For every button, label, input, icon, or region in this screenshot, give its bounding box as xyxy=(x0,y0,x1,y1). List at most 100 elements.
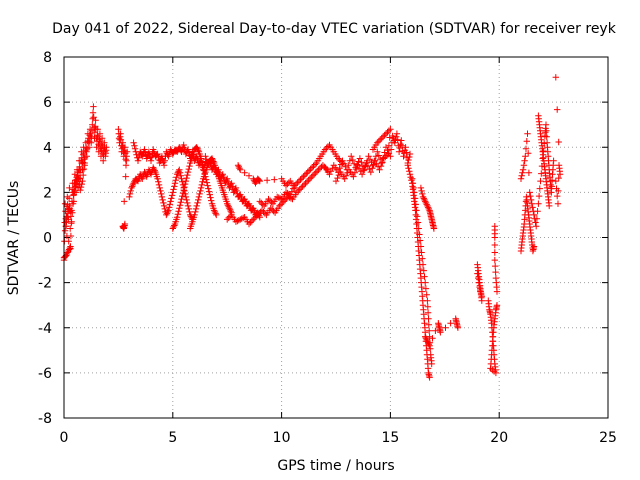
data-point xyxy=(154,150,161,158)
data-point xyxy=(310,162,317,170)
data-point xyxy=(255,210,263,217)
data-point xyxy=(210,163,217,170)
data-point xyxy=(422,335,430,342)
data-point xyxy=(184,199,191,207)
data-point xyxy=(408,177,415,184)
data-point xyxy=(422,285,430,292)
data-point xyxy=(286,194,293,201)
data-point xyxy=(224,200,231,207)
data-point xyxy=(181,183,188,191)
data-point xyxy=(65,206,72,213)
data-point xyxy=(225,203,232,210)
data-point xyxy=(308,164,316,171)
data-point xyxy=(477,286,484,294)
data-point xyxy=(366,156,374,163)
data-point xyxy=(173,174,180,181)
data-point xyxy=(169,189,176,196)
data-point xyxy=(363,159,370,167)
data-point xyxy=(205,185,212,192)
data-point xyxy=(420,267,427,274)
data-point xyxy=(194,199,201,207)
data-point xyxy=(291,182,298,189)
data-point xyxy=(350,160,358,167)
data-point xyxy=(204,162,211,169)
data-point xyxy=(349,156,356,164)
data-point xyxy=(528,200,535,207)
data-point xyxy=(298,174,306,182)
data-point xyxy=(339,157,346,164)
data-point xyxy=(263,177,271,184)
data-point xyxy=(406,150,414,158)
data-point xyxy=(266,197,274,204)
data-point xyxy=(65,195,73,202)
data-point xyxy=(170,186,177,193)
data-point xyxy=(217,175,224,182)
data-point xyxy=(336,165,343,172)
data-point xyxy=(171,222,178,229)
data-point xyxy=(422,279,429,286)
data-point xyxy=(493,302,501,309)
data-point xyxy=(415,225,422,232)
data-point xyxy=(316,165,324,172)
data-point xyxy=(177,199,184,206)
data-point xyxy=(552,177,559,185)
data-point xyxy=(393,130,401,137)
data-point xyxy=(341,175,348,182)
data-point xyxy=(300,173,307,180)
data-point xyxy=(409,180,417,187)
data-point xyxy=(88,133,95,140)
data-point xyxy=(169,225,176,232)
data-point xyxy=(169,150,176,158)
data-point xyxy=(554,106,561,113)
data-point xyxy=(357,168,364,175)
data-point xyxy=(230,189,237,196)
data-point xyxy=(184,202,192,210)
data-point xyxy=(236,165,243,172)
data-point xyxy=(492,262,499,270)
data-point xyxy=(207,194,214,201)
data-point xyxy=(184,146,192,153)
y-axis-label: SDTVAR / TECUs xyxy=(6,181,22,296)
data-point xyxy=(556,171,564,178)
data-point xyxy=(234,217,241,225)
data-point xyxy=(437,329,444,336)
data-point xyxy=(183,174,190,182)
data-point xyxy=(353,161,361,168)
data-point xyxy=(126,193,133,201)
data-point xyxy=(422,199,430,207)
data-point xyxy=(277,201,285,208)
x-tick-label: 15 xyxy=(381,430,399,446)
data-point xyxy=(147,157,155,164)
data-point xyxy=(342,163,349,170)
data-point xyxy=(296,186,303,193)
data-point xyxy=(186,162,193,170)
data-point xyxy=(79,177,86,185)
data-point xyxy=(240,214,247,222)
x-tick-label: 25 xyxy=(599,430,617,446)
data-point xyxy=(519,166,527,173)
data-point xyxy=(520,162,528,169)
data-point xyxy=(225,214,232,222)
data-point xyxy=(491,234,498,241)
data-point xyxy=(327,168,335,175)
data-point xyxy=(287,195,295,202)
data-point xyxy=(475,274,482,282)
data-point xyxy=(268,199,275,206)
data-point xyxy=(224,175,231,182)
data-point xyxy=(358,171,366,178)
data-point xyxy=(161,205,168,213)
data-point xyxy=(123,148,131,155)
data-point xyxy=(196,190,203,198)
data-point xyxy=(150,165,158,173)
data-point xyxy=(211,208,219,216)
data-point xyxy=(160,159,167,166)
data-point xyxy=(442,324,449,331)
data-point xyxy=(527,192,534,200)
data-point xyxy=(447,320,454,327)
data-point xyxy=(237,216,244,223)
data-point xyxy=(226,213,234,220)
data-point xyxy=(156,184,163,192)
data-point xyxy=(66,202,73,210)
data-point xyxy=(386,134,393,141)
